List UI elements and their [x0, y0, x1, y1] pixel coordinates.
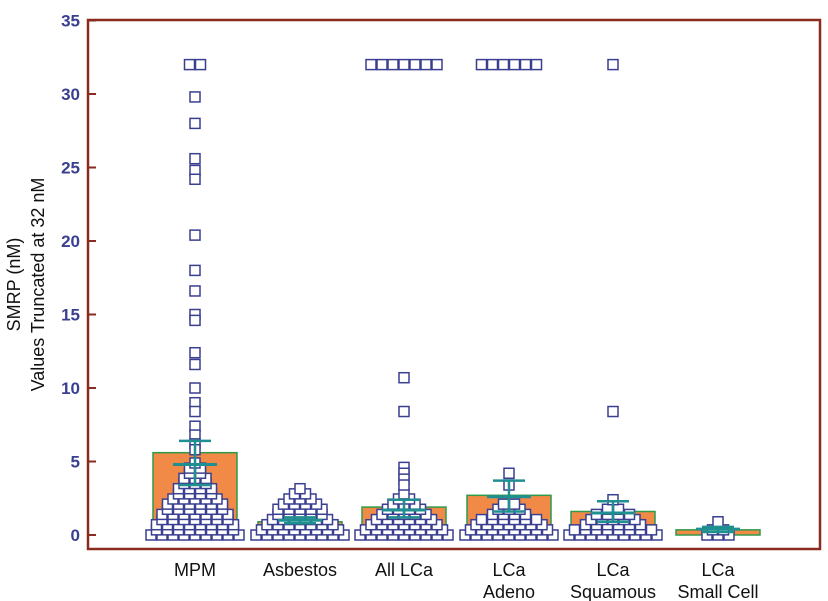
x-category-label: Asbestos	[263, 560, 337, 580]
y-tick-label: 15	[61, 306, 80, 325]
x-category-label: LCa	[596, 560, 630, 580]
x-axis: MPM Asbestos All LCa LCa Adeno LCa Squamous LCa…	[174, 560, 759, 601]
data-point	[519, 58, 532, 71]
data-point	[189, 91, 201, 103]
data-point	[189, 346, 201, 359]
data-point	[475, 58, 488, 71]
x-category-label: All LCa	[375, 560, 434, 580]
data-points	[145, 58, 735, 541]
y-tick-label: 5	[71, 453, 80, 472]
data-point	[189, 405, 201, 418]
y-tick-label: 10	[61, 379, 80, 398]
data-point	[712, 516, 724, 528]
data-point	[530, 58, 543, 71]
data-point	[183, 58, 196, 71]
data-point	[409, 58, 421, 71]
y-axis-title-line: SMRP (nM)	[4, 238, 24, 332]
y-axis-title: SMRP (nM) Values Truncated at 32 nM	[4, 178, 48, 392]
data-point	[189, 264, 201, 277]
data-point	[398, 371, 410, 384]
data-point	[189, 117, 201, 130]
data-point	[189, 382, 201, 394]
data-point	[189, 152, 201, 165]
data-point	[194, 58, 207, 71]
data-point	[607, 405, 619, 418]
x-category-label: LCa	[492, 560, 526, 580]
data-point	[568, 524, 581, 536]
y-tick-label: 35	[61, 12, 80, 31]
data-point	[508, 58, 521, 71]
data-point	[189, 173, 201, 186]
y-tick-label: 20	[61, 232, 80, 251]
data-point	[189, 314, 201, 327]
bars	[152, 451, 761, 536]
x-category-label: Squamous	[570, 582, 656, 601]
data-point	[508, 498, 521, 510]
data-point	[294, 482, 306, 495]
y-axis: 0 5 10 15 20 25 30 35	[61, 12, 96, 545]
data-point	[431, 58, 443, 71]
y-axis-title-line: Values Truncated at 32 nM	[28, 178, 48, 392]
data-point	[387, 58, 399, 71]
data-point	[607, 58, 619, 71]
data-point	[398, 58, 410, 71]
data-point	[398, 479, 410, 491]
x-category-label: Adeno	[483, 582, 535, 601]
plot-frame	[86, 18, 822, 551]
y-tick-label: 25	[61, 159, 80, 178]
x-category-label: Small Cell	[677, 582, 758, 601]
y-tick-label: 30	[61, 85, 80, 104]
data-point	[420, 58, 432, 71]
x-category-label: MPM	[174, 560, 216, 580]
data-point	[189, 358, 201, 371]
x-category-label: LCa	[701, 560, 735, 580]
data-point	[376, 58, 388, 71]
data-point	[503, 467, 515, 480]
data-point	[486, 58, 499, 71]
data-point	[475, 513, 488, 526]
data-point	[497, 58, 510, 71]
data-point	[497, 498, 510, 510]
data-point	[189, 229, 201, 241]
data-point	[645, 524, 658, 536]
data-point	[365, 58, 377, 71]
error-bars	[173, 439, 740, 534]
data-point	[530, 513, 543, 526]
y-tick-label: 0	[71, 526, 80, 545]
data-point	[189, 285, 201, 297]
data-point	[398, 405, 410, 418]
